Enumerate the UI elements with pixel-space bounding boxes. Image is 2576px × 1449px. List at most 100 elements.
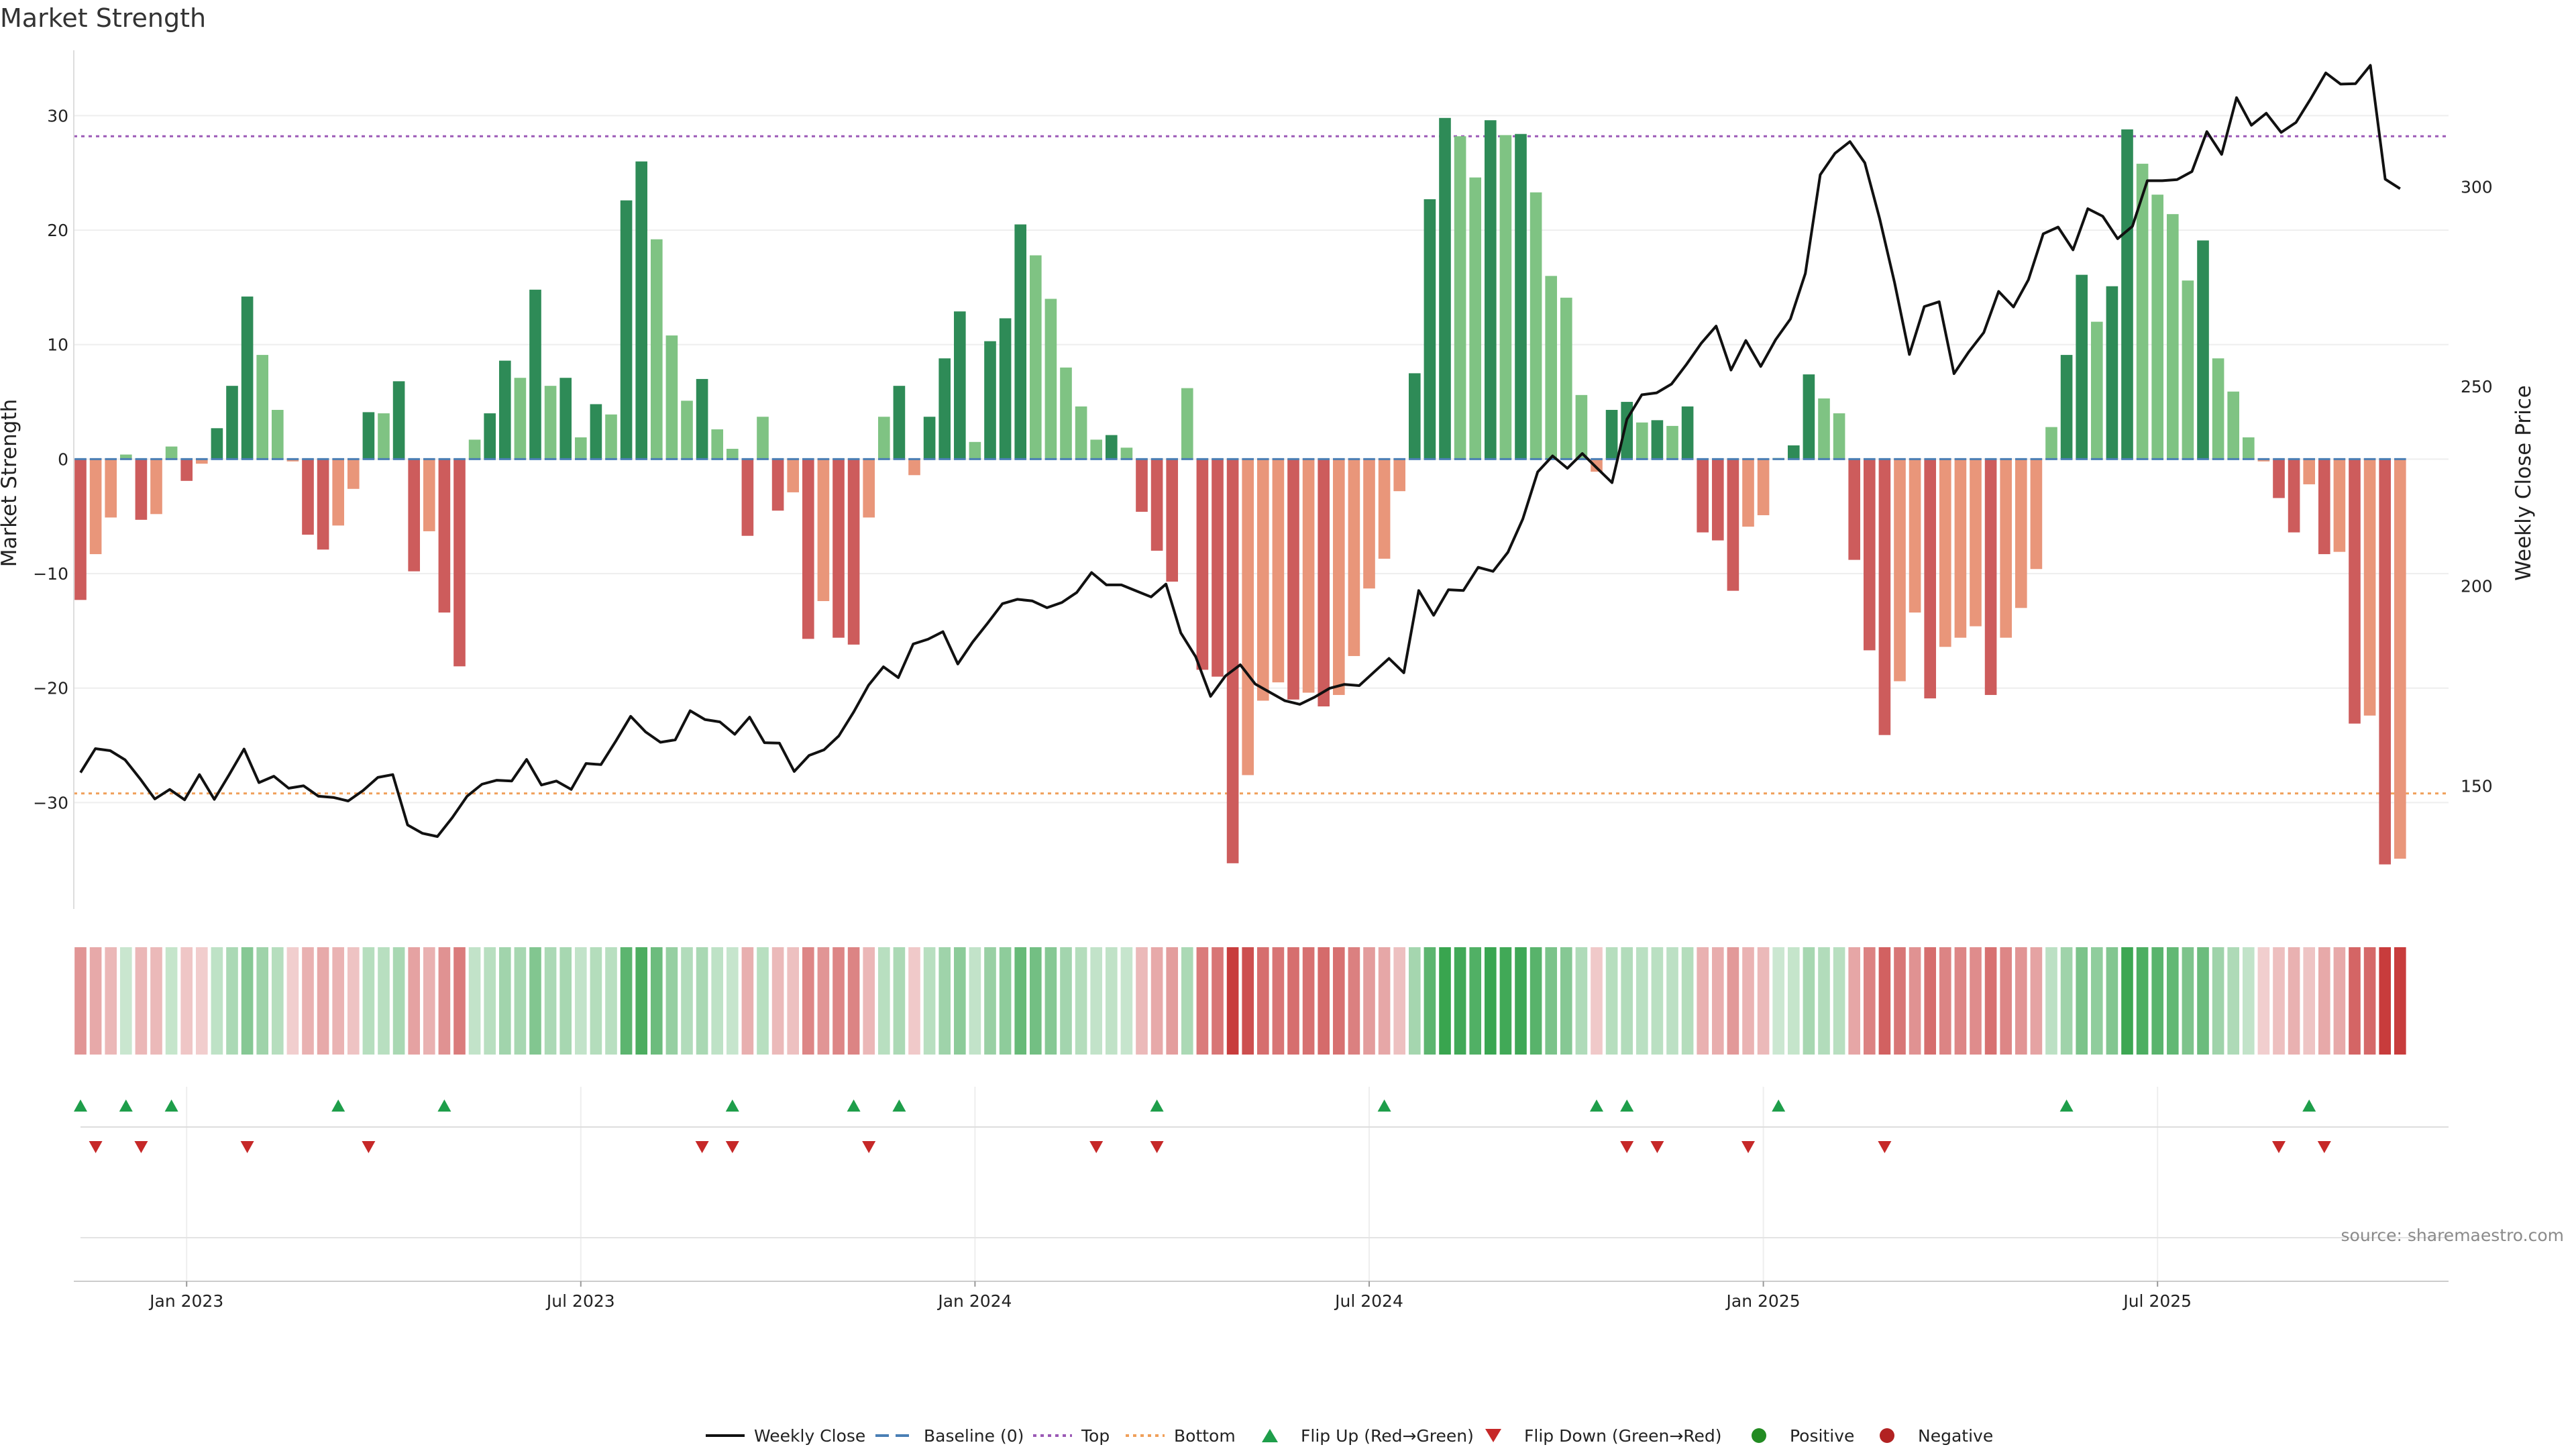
strength-bar [847,459,860,645]
heat-cell [2303,947,2316,1055]
heat-cell [1044,947,1057,1055]
heat-cell [1439,947,1451,1055]
chart-title: Market Strength [0,3,206,33]
strength-bar [1575,394,1588,460]
heat-cell [2090,947,2103,1055]
strength-bar [1970,459,1982,627]
left-tick-label: −10 [33,564,68,584]
flip-up-marker [2059,1099,2074,1112]
heat-cell [2045,947,2057,1055]
heat-cell [999,947,1012,1055]
heat-cell [635,947,648,1055]
heat-cell [484,947,496,1055]
strength-bar [1454,136,1466,460]
axes: 30 20 10 0 −10 −20 −30 300 250 200 150 Market Stren… [0,50,2536,909]
strength-bar [2273,459,2285,498]
strength-bar [1529,192,1542,460]
legend-label: Flip Down (Green→Red) [1524,1426,1722,1446]
heat-cell [1863,947,1876,1055]
heat-cell [923,947,936,1055]
strength-bar [2000,459,2012,638]
heat-cell [332,947,345,1055]
heat-cell [863,947,875,1055]
strength-bar [74,459,87,600]
flip-up-icon [1262,1429,1278,1442]
strength-bar [1833,413,1845,460]
flip-up-marker [119,1099,133,1112]
strength-bar [362,412,375,460]
strength-bar [2090,321,2103,460]
right-tick-label: 150 [2461,776,2493,796]
heat-cell [2015,947,2027,1055]
strength-bar [2379,459,2392,865]
strength-bar [605,414,617,460]
heat-cell [105,947,117,1055]
heat-cell [1970,947,1982,1055]
heat-cell [969,947,981,1055]
strength-bar [2166,214,2179,460]
x-tick-label: Jan 2023 [148,1291,223,1311]
strength-bar [195,459,208,464]
heat-cell [620,947,633,1055]
heat-cell [2379,947,2392,1055]
heat-cell [1833,947,1845,1055]
heat-cell [1924,947,1937,1055]
heat-cell [1424,947,1436,1055]
heat-cell [271,947,284,1055]
strength-bar [1894,459,1906,682]
strength-bar [89,459,102,555]
strength-bar [2242,437,2255,460]
strength-bar [241,297,254,460]
strength-bar [529,289,541,460]
heat-cell [1772,947,1785,1055]
heat-cell [1302,947,1315,1055]
strength-bar [817,459,830,602]
strength-bar [908,459,920,476]
heat-cell [2136,947,2149,1055]
flip-down-marker [2317,1141,2331,1153]
flip-up-marker [725,1099,739,1112]
heat-cell [1166,947,1179,1055]
strength-bar [180,459,193,481]
strength-bar [833,459,845,638]
strength-bar [1348,459,1360,656]
strength-bar [2363,459,2376,716]
flip-down-marker [1150,1141,1164,1153]
strength-bar [423,459,435,531]
strength-bar [2106,286,2118,460]
legend-item: Flip Down (Green→Red) [1485,1426,1722,1446]
strength-bar [696,378,708,460]
strength-bar [1924,459,1937,699]
heat-cell [1787,947,1800,1055]
heat-cell [681,947,693,1055]
source-note: source: sharemaestro.com [2341,1226,2565,1245]
strength-bar [211,428,223,460]
legend-item: Flip Up (Red→Green) [1262,1426,1474,1446]
heat-cell [726,947,739,1055]
strength-bar [1181,388,1193,460]
heat-cell [559,947,572,1055]
strength-bar [2394,459,2406,859]
heat-cell [893,947,906,1055]
strength-bar [1090,439,1103,460]
heat-cell [2166,947,2179,1055]
strength-bar [2151,195,2164,460]
flip-up-marker [437,1099,451,1112]
heat-cell [574,947,587,1055]
heat-cell [317,947,329,1055]
strength-bar [1029,255,1042,460]
heat-cell [378,947,390,1055]
flip-up-marker [847,1099,861,1112]
weekly-close-line [79,64,2401,838]
flip-up-marker [1620,1099,1634,1112]
heat-cell [1909,947,1921,1055]
strength-bar [1591,459,1603,472]
heat-cell [1226,947,1239,1055]
strength-bar [1044,299,1057,460]
heat-cell [1742,947,1754,1055]
right-tick-label: 300 [2461,177,2493,197]
strength-bar [1166,459,1179,582]
heat-cell [1029,947,1042,1055]
heat-cell [2182,947,2194,1055]
heat-cell [2121,947,2133,1055]
